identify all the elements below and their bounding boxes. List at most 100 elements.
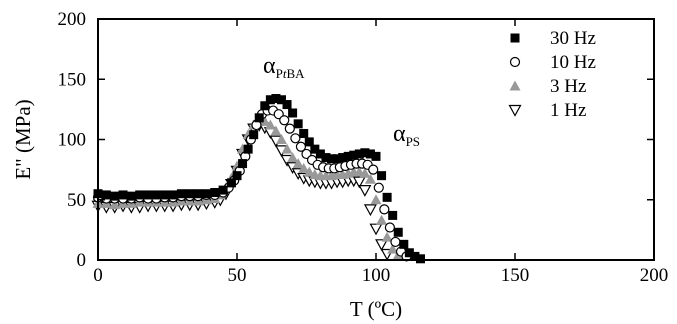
data-point [387,243,399,254]
data-point [343,151,353,161]
data-point [254,113,264,123]
data-point [360,148,370,158]
data-point [218,185,228,195]
data-point [284,123,295,134]
data-point [388,210,398,220]
data-point [404,248,414,258]
data-point [279,115,290,126]
data-point [295,141,307,152]
data-point [321,153,331,163]
data-point [376,214,388,225]
data-point [160,190,170,200]
legend-label: 30 Hz [550,28,596,49]
x-tick-label: 150 [501,265,530,286]
x-tick-label: 100 [362,265,391,286]
data-point [332,154,342,164]
data-point [382,192,392,202]
y-tick-label: 50 [67,190,86,211]
data-point [265,95,275,105]
data-point [135,190,145,200]
data-point [293,119,303,129]
data-point [298,162,310,173]
data-point [276,95,286,105]
data-point [338,153,348,163]
series-30-hz [93,94,425,264]
y-tick-label: 0 [77,250,87,271]
x-tick-label: 200 [640,265,669,286]
data-point [364,173,376,184]
data-point [232,171,242,181]
data-point [363,204,377,217]
x-tick-label: 50 [228,265,247,286]
y-axis-label: E" (MPa) [11,99,35,179]
legend-item: 1 Hz [508,100,586,121]
data-point [226,178,236,188]
data-point [352,176,366,189]
data-point [359,167,371,178]
data-point [259,115,271,126]
data-point [415,254,425,264]
data-point [118,190,128,200]
data-point [288,108,298,118]
y-tick-label: 150 [58,69,87,90]
x-axis-label: T (ºC) [350,297,402,321]
annotation-subscript: PS [406,134,420,149]
data-point [287,152,299,163]
data-point [354,149,364,159]
data-point [110,191,120,201]
data-point [368,164,379,175]
data-point [290,133,301,144]
data-point [275,134,287,144]
data-point [304,137,314,147]
data-point [282,100,292,110]
data-point [399,239,409,249]
data-point [210,188,220,198]
legend-marker [509,56,521,68]
y-tick-label: 200 [58,9,87,30]
data-point [349,150,359,160]
data-point [238,159,248,169]
data-point [381,231,393,242]
tick-labels: 0 50 100 150 200 0 50 100 150 200 [58,9,669,286]
data-point [390,236,401,248]
legend-label: 1 Hz [550,100,586,121]
annotation-subscript-italic: t [283,66,287,81]
data-point [379,204,390,215]
x-tick-label: 0 [93,265,103,286]
data-point [327,154,337,164]
data-point [410,251,420,261]
y-tick-label: 100 [58,130,87,151]
legend-marker [510,33,520,43]
data-point [393,227,403,237]
legend-marker [508,104,522,117]
legend-label: 10 Hz [550,52,596,73]
data-point [310,144,320,154]
data-point [369,223,383,236]
data-point [168,190,178,200]
legend-marker [509,80,521,91]
data-point [358,185,372,197]
legend: 30 Hz 10 Hz 3 Hz 1 Hz [508,28,596,121]
data-point [377,171,387,181]
data-point [303,166,315,177]
data-point [299,128,309,138]
data-point [185,189,195,199]
data-point [193,189,203,199]
annotation-subscript: PtBA [276,66,306,81]
data-point [143,190,153,200]
data-point [270,125,282,136]
data-point [375,239,389,252]
data-point [370,194,382,205]
legend-item: 10 Hz [509,52,596,73]
data-point [151,190,161,200]
data-point [371,151,381,161]
data-point [260,101,270,111]
data-points [91,94,425,264]
legend-item: 30 Hz [510,28,596,49]
data-point [249,130,259,140]
data-point [373,182,384,193]
legend-label: 3 Hz [550,76,586,97]
data-point [281,143,293,154]
data-point [264,119,276,130]
